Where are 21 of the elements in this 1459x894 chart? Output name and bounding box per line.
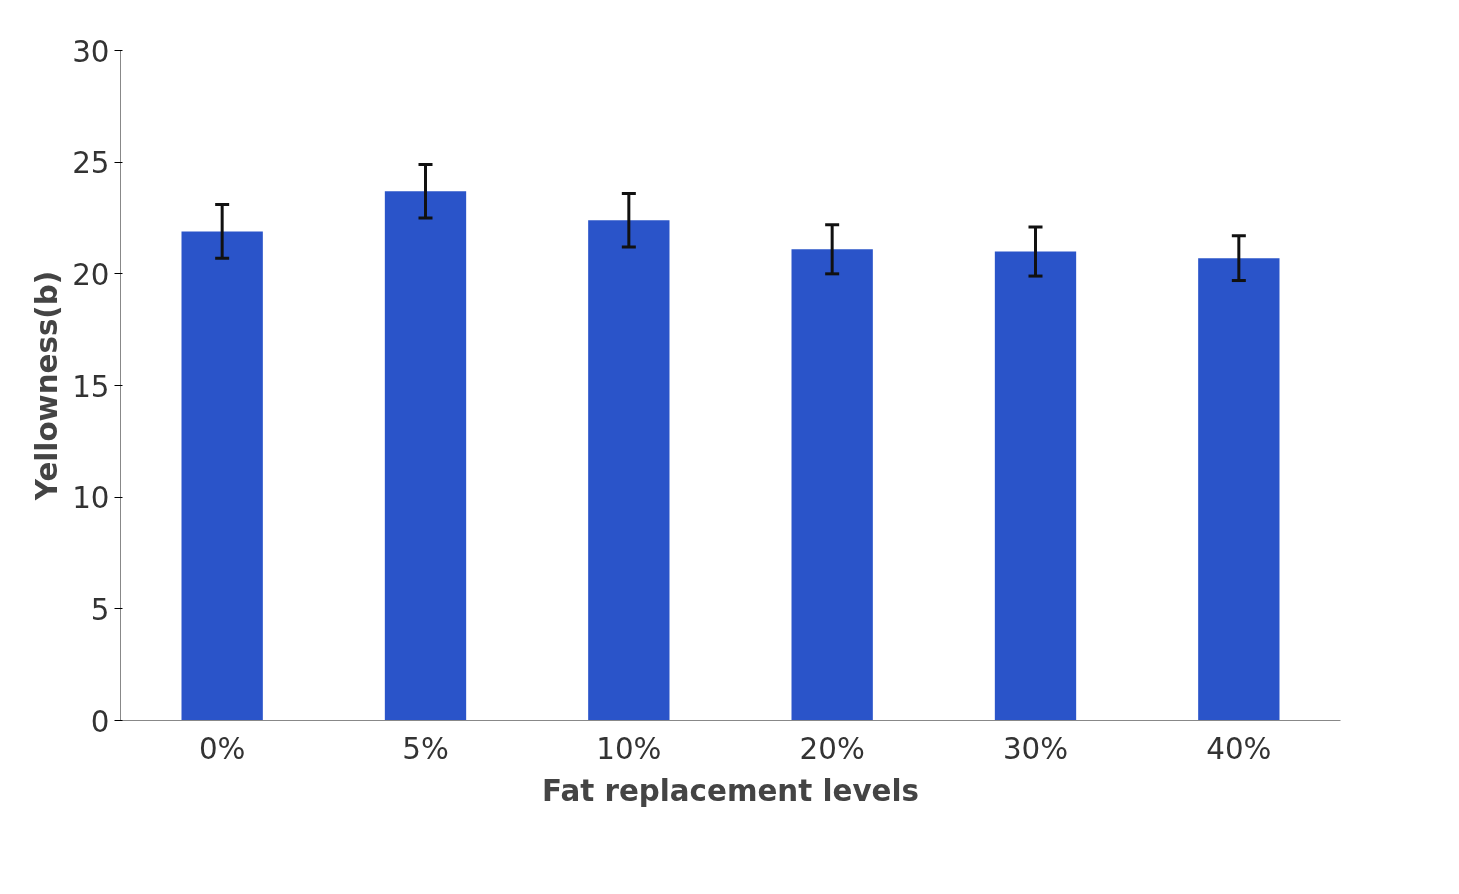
bar xyxy=(1198,258,1280,721)
x-tick-label: 0% xyxy=(198,731,246,766)
bar xyxy=(181,231,263,721)
x-tick-label: 10% xyxy=(596,731,662,766)
x-tick-label: 40% xyxy=(1206,731,1272,766)
y-tick-label: 15 xyxy=(72,369,110,404)
x-tick-label: 5% xyxy=(402,731,449,766)
y-tick-label: 10 xyxy=(72,481,110,516)
bar xyxy=(588,220,670,721)
x-tick-label: 20% xyxy=(799,731,865,766)
y-tick-label: 0 xyxy=(90,704,110,739)
y-tick-label: 30 xyxy=(72,34,110,69)
y-axis-title: Yellowness(b) xyxy=(30,270,65,502)
bar xyxy=(791,249,873,721)
y-tick-label: 5 xyxy=(90,592,110,627)
x-axis-title: Fat replacement levels xyxy=(542,773,919,808)
y-tick-label: 20 xyxy=(72,257,110,292)
bar xyxy=(384,191,467,721)
y-tick-label: 25 xyxy=(72,146,110,181)
x-tick-label: 30% xyxy=(1002,731,1069,766)
bar xyxy=(994,251,1077,721)
